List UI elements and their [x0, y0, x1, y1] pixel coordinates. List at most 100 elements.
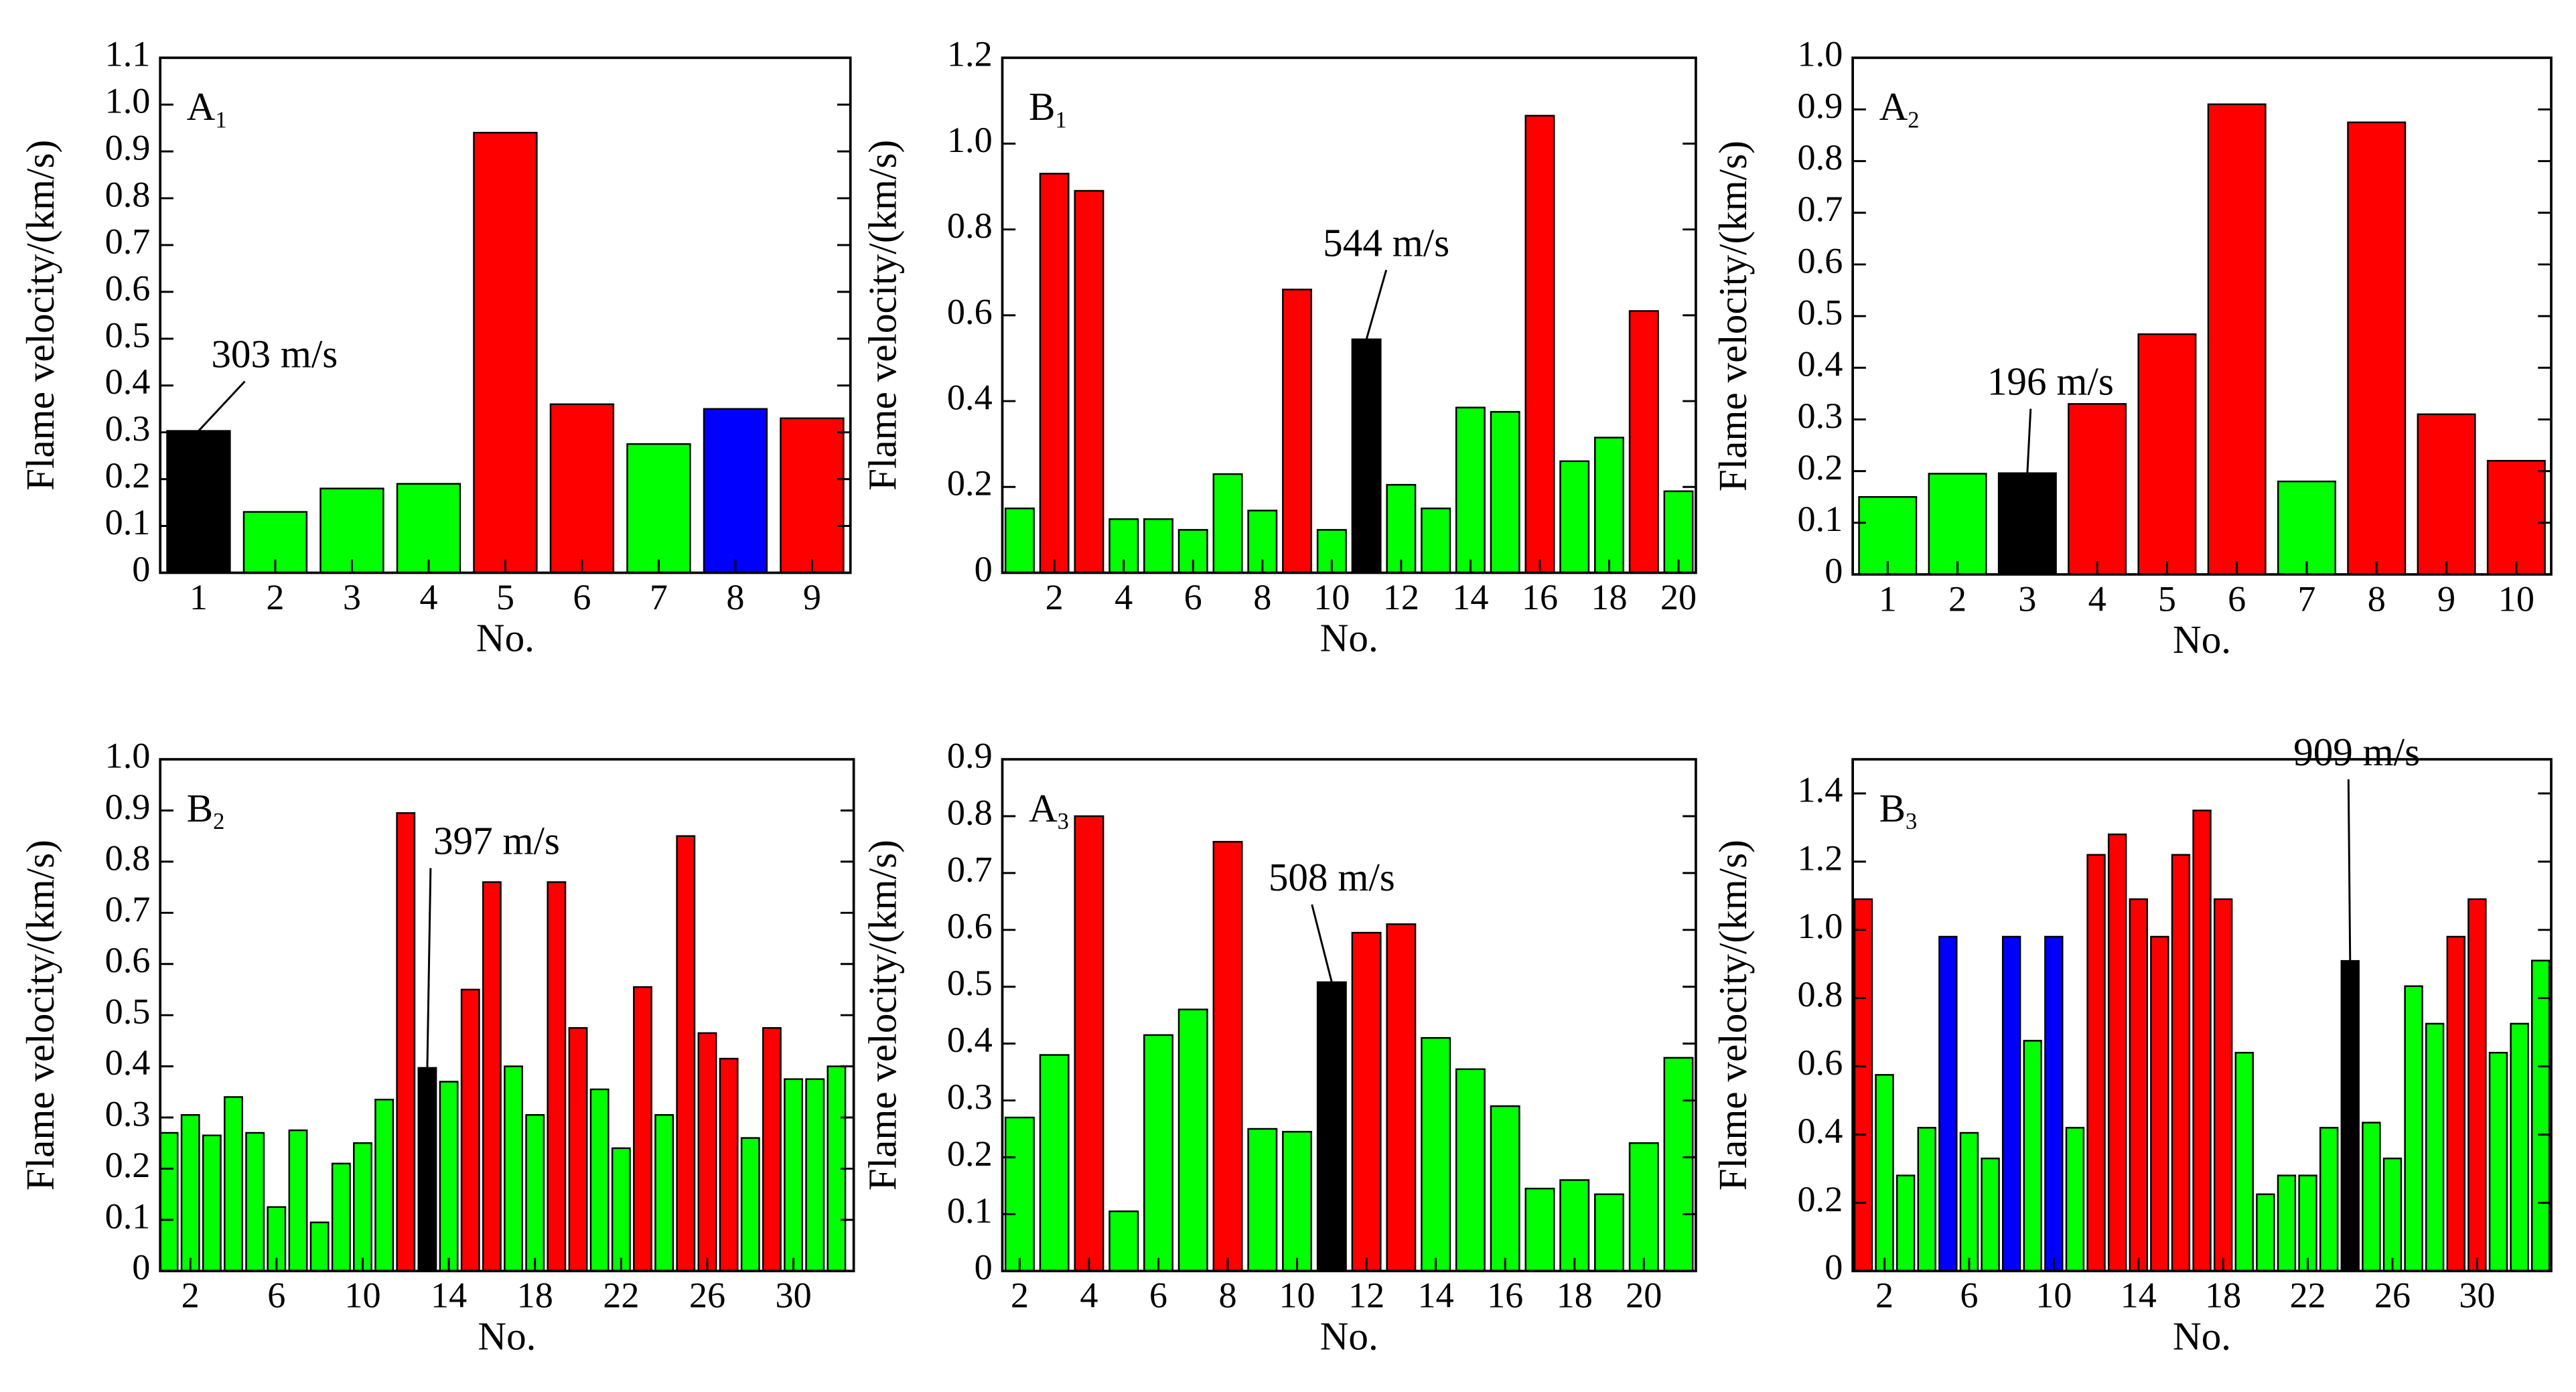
x-tick-label: 3	[343, 577, 361, 617]
bar	[2298, 1174, 2317, 1272]
x-tick-label: 4	[419, 577, 437, 617]
panel-label-subscript: 2	[213, 809, 224, 834]
bar	[1386, 923, 1417, 1272]
annotation-leader	[1311, 904, 1333, 983]
bar	[1316, 981, 1347, 1272]
y-tick-label: 0.1	[105, 502, 151, 542]
bar	[2023, 1040, 2042, 1272]
y-tick-label: 0.6	[1798, 1042, 1843, 1083]
bar	[1490, 1105, 1520, 1272]
x-tick-label: 30	[775, 1275, 811, 1316]
x-tick-label: 6	[267, 1275, 285, 1316]
y-tick-label: 0.6	[1798, 240, 1843, 281]
x-tick-label: 4	[2088, 578, 2106, 619]
x-tick-label: 2	[1948, 578, 1966, 619]
bar	[2107, 833, 2127, 1272]
x-axis-label: No.	[1320, 616, 1378, 660]
bar	[1594, 437, 1624, 574]
panel-label-letter: B	[1029, 84, 1055, 129]
bar	[1524, 1187, 1555, 1272]
x-tick-label: 18	[517, 1275, 553, 1316]
y-axis-label: Flame velocity/(km/s)	[1711, 840, 1755, 1190]
y-tick-label: 0.7	[105, 221, 151, 261]
plot-frame	[1851, 758, 2553, 1273]
bar	[1074, 189, 1104, 574]
bar	[2425, 1022, 2445, 1272]
panel-label-subscript: 1	[1055, 107, 1066, 133]
x-tick-label: 8	[1253, 577, 1271, 617]
x-tick-label: 5	[2158, 578, 2176, 619]
y-tick-label: 0.3	[1798, 396, 1843, 436]
x-tick-label: 8	[2368, 578, 2386, 619]
bar	[482, 881, 502, 1272]
x-tick-label: 6	[573, 577, 591, 617]
bar	[1143, 1034, 1173, 1272]
bar	[1663, 1057, 1694, 1272]
x-tick-label: 18	[2205, 1275, 2241, 1316]
x-tick-label: 6	[1184, 577, 1202, 617]
y-tick-label: 0.4	[1798, 1111, 1843, 1151]
annotation-leader	[426, 868, 432, 1068]
x-tick-label: 18	[1591, 577, 1627, 617]
x-tick-label: 30	[2459, 1275, 2495, 1316]
x-axis-label: No.	[478, 1314, 536, 1358]
x-tick-label: 4	[1080, 1275, 1098, 1316]
panel: 0 0.1 0.2 0.3 0.4 0.5 0.6 0.7 0.8 0.9 1.0 1.1 1 2 3 4 5 6…	[18, 34, 852, 660]
y-tick-label: 0.2	[1798, 1179, 1843, 1219]
y-axis-label: Flame velocity/(km/s)	[861, 140, 905, 491]
bar	[1108, 1210, 1139, 1272]
bar	[676, 835, 696, 1272]
bar	[2129, 898, 2148, 1272]
x-tick-label: 14	[2121, 1275, 2157, 1316]
x-tick-label: 6	[2228, 578, 2246, 619]
x-tick-label: 26	[689, 1275, 725, 1316]
bar	[1959, 1132, 1979, 1272]
bar	[2207, 103, 2267, 576]
bar	[1351, 338, 1382, 574]
y-tick-label: 0.9	[105, 787, 151, 827]
bar	[2417, 413, 2476, 576]
bar	[805, 1078, 825, 1272]
panel-label: A1	[187, 84, 227, 133]
bar	[2192, 809, 2212, 1272]
bar	[2213, 898, 2233, 1272]
bar	[633, 986, 652, 1272]
bar	[2137, 333, 2197, 576]
bar	[2488, 1051, 2508, 1272]
panel-label-letter: A	[1029, 786, 1058, 830]
bar	[2382, 1157, 2403, 1272]
x-tick-label: 9	[2437, 578, 2455, 619]
y-tick-label: 0	[975, 549, 993, 589]
panel-label: B3	[1879, 786, 1918, 835]
panel: 0 0.2 0.4 0.6 0.8 1.0 1.2 2 4 6 8 10 12 14 16 18 20 No. Fl…	[861, 34, 1697, 660]
y-tick-label: 0.8	[105, 175, 151, 215]
annotation: 303 m/s	[211, 332, 338, 376]
bar	[1039, 1054, 1070, 1272]
x-tick-label: 20	[1660, 577, 1697, 617]
bar	[1455, 406, 1486, 574]
y-tick-label: 0	[1824, 1247, 1843, 1288]
x-tick-label: 1	[1879, 578, 1897, 619]
panel: 00.20.40.60.81.01.21.42 6 10 14 18 22 26 30No.F…	[1711, 730, 2553, 1358]
y-tick-label: 1.0	[105, 735, 151, 775]
bar	[374, 1099, 395, 1272]
y-tick-label: 0.6	[105, 268, 151, 308]
x-tick-label: 10	[2498, 578, 2534, 619]
bar	[2277, 1174, 2297, 1272]
y-tick-label: 1.1	[105, 34, 151, 74]
x-tick-label: 6	[1149, 1275, 1167, 1316]
y-tick-label: 0.2	[105, 455, 151, 495]
panel-label-letter: A	[1879, 84, 1908, 129]
x-tick-label: 26	[2374, 1275, 2411, 1316]
bar	[331, 1162, 351, 1272]
y-tick-label: 0.3	[105, 1093, 151, 1134]
x-tick-label: 2	[1046, 577, 1064, 617]
y-tick-label: 1.2	[1798, 838, 1843, 878]
bar	[2044, 935, 2064, 1272]
y-tick-label: 0.9	[105, 128, 151, 168]
x-tick-label: 14	[431, 1275, 467, 1316]
bar	[2256, 1193, 2275, 1272]
bar	[1039, 173, 1070, 574]
